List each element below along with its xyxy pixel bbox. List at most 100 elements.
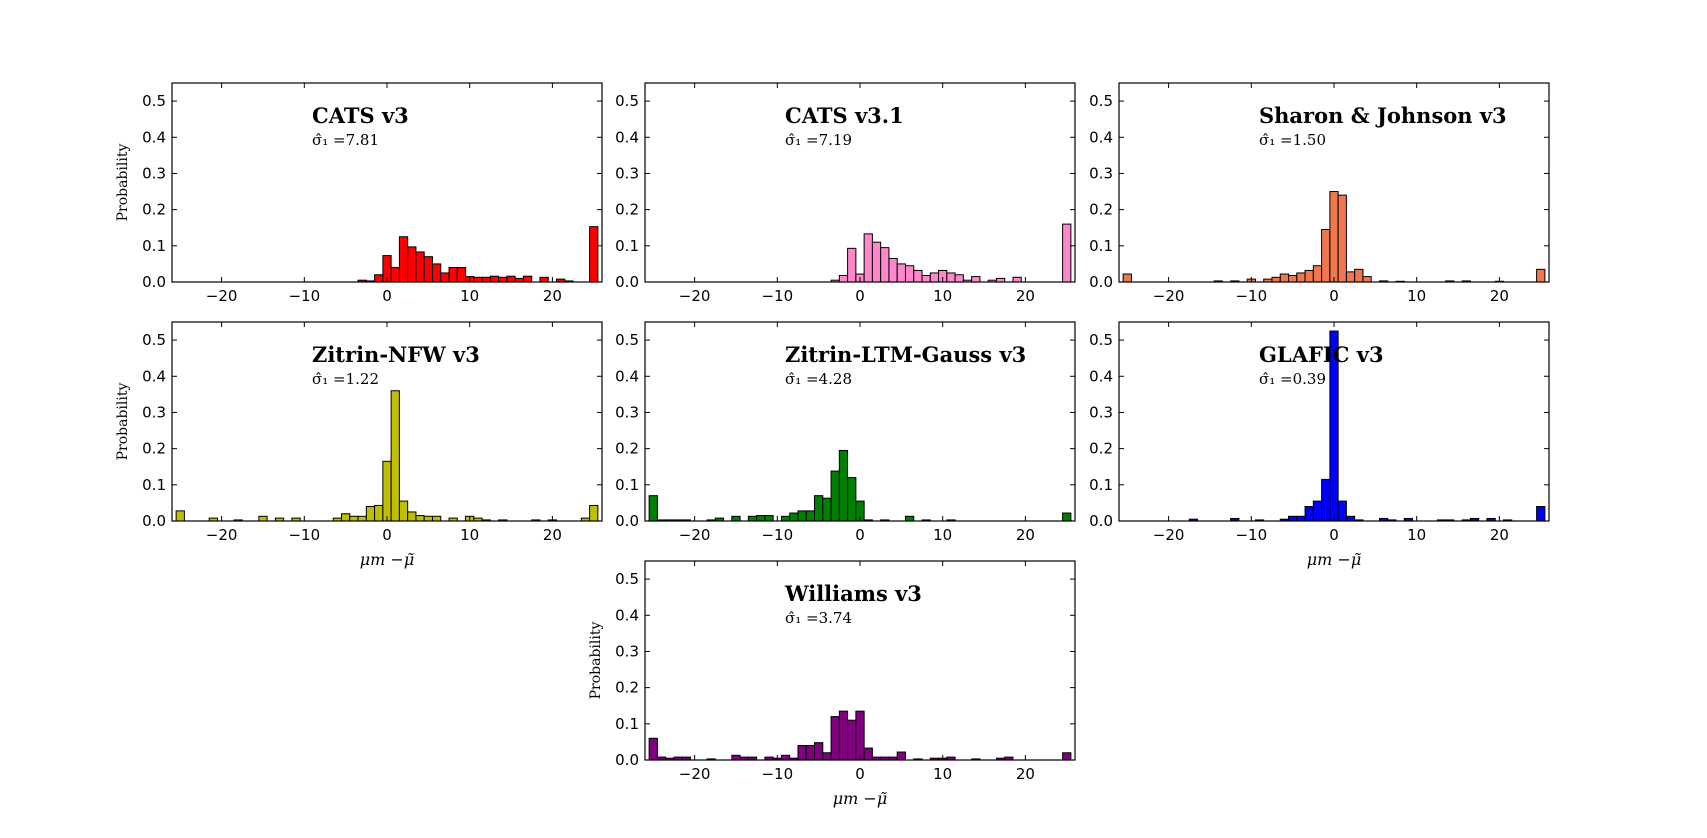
- sigma-annotation: σ̂₁ =1.50: [1259, 131, 1326, 149]
- x-tick-label: −20: [679, 765, 711, 783]
- histogram-bar: [847, 719, 857, 761]
- y-tick-label: 0.0: [142, 512, 166, 530]
- x-tick-label: −10: [288, 526, 320, 544]
- histogram-bar: [407, 246, 417, 283]
- histogram-bar: [863, 747, 873, 761]
- histogram-bar: [838, 274, 849, 283]
- histogram-bar: [341, 513, 351, 522]
- y-tick-label: 0.1: [1089, 237, 1113, 255]
- histogram-bar: [954, 274, 964, 283]
- histogram-bar: [431, 515, 442, 522]
- histogram-bar: [1321, 478, 1331, 522]
- histogram-bar: [506, 275, 516, 283]
- x-tick-label: 10: [1407, 287, 1426, 305]
- histogram-bar: [175, 510, 185, 522]
- panel-title: Zitrin-LTM-Gauss v3: [785, 342, 1026, 367]
- histogram-bar: [390, 267, 400, 283]
- y-tick-label: 0.5: [615, 331, 639, 349]
- y-tick-label: 0.3: [1089, 403, 1113, 421]
- histogram-bar: [1337, 500, 1347, 522]
- histogram-bar: [374, 504, 384, 522]
- sigma-annotation: σ̂₁ =4.28: [785, 370, 852, 388]
- histogram-bar: [415, 515, 425, 522]
- histogram-bar: [1304, 269, 1314, 283]
- histogram-bar: [390, 390, 400, 522]
- histogram-bar: [830, 470, 840, 522]
- histogram-bar: [473, 276, 483, 283]
- y-tick-label: 0.4: [615, 606, 639, 624]
- histogram-bar: [258, 515, 268, 522]
- y-tick-label: 0.0: [615, 751, 639, 769]
- x-tick-label: −20: [679, 287, 711, 305]
- chart-panel-5: −20 −10 0 10 20 0.0 0.1 0.2 0.3 0.4 0.5 Zitrin-LTM-…: [615, 321, 1076, 544]
- histogram-bar: [830, 716, 840, 761]
- histogram-bar: [1312, 265, 1323, 283]
- chart-panel-4: −20 −10 0 10 20 0.0 0.1 0.2 0.3 0.4 0.5 Zitrin-NFW …: [115, 321, 603, 569]
- y-axis-label: Probability: [588, 622, 604, 700]
- panel-title: CATS v3.1: [785, 103, 904, 128]
- histogram-bar: [1536, 506, 1546, 522]
- histogram-bar: [921, 274, 931, 283]
- histogram-bar: [398, 236, 409, 283]
- histogram-bar: [382, 460, 392, 522]
- x-tick-label: 0: [1329, 526, 1339, 544]
- sigma-annotation: σ̂₁ =7.19: [785, 131, 852, 149]
- chart-panel-1: −20 −10 0 10 20 0.0 0.1 0.2 0.3 0.4 0.5 CATS v3 σ̂₁ …: [115, 82, 603, 305]
- x-tick-label: −10: [761, 526, 793, 544]
- x-tick-label: 20: [1016, 765, 1035, 783]
- histogram-bar: [789, 512, 799, 522]
- histogram-bar: [871, 241, 882, 283]
- histogram-bar: [498, 276, 508, 283]
- histogram-bar: [764, 515, 774, 522]
- panel-title: CATS v3: [312, 103, 409, 128]
- y-tick-label: 0.2: [615, 440, 639, 458]
- histogram-bar: [971, 276, 981, 283]
- x-tick-label: 0: [1329, 287, 1339, 305]
- histogram-bar: [415, 251, 425, 283]
- x-tick-label: 20: [543, 526, 562, 544]
- histogram-bar: [780, 754, 791, 761]
- histogram-bar: [489, 275, 500, 283]
- histogram-bar: [913, 269, 923, 283]
- histogram-bar: [1362, 276, 1372, 283]
- histogram-bar: [1321, 229, 1331, 283]
- sigma-annotation: σ̂₁ =3.74: [785, 609, 852, 627]
- y-tick-label: 0.0: [1089, 273, 1113, 291]
- y-axis-label: Probability: [115, 144, 131, 222]
- x-tick-label: −10: [761, 765, 793, 783]
- panel-title: Sharon & Johnson v3: [1259, 103, 1507, 128]
- x-tick-label: −10: [288, 287, 320, 305]
- y-tick-label: 0.1: [615, 715, 639, 733]
- histogram-bar: [589, 504, 599, 522]
- histogram-bar: [1312, 500, 1323, 522]
- histogram-bar: [1296, 272, 1306, 283]
- histogram-bar: [398, 500, 409, 522]
- x-tick-label: 10: [933, 287, 952, 305]
- y-tick-label: 0.4: [1089, 367, 1113, 385]
- histogram-bar: [797, 745, 807, 761]
- y-tick-label: 0.0: [615, 273, 639, 291]
- y-tick-label: 0.0: [615, 512, 639, 530]
- histogram-bar: [863, 233, 873, 283]
- x-tick-label: −20: [1153, 526, 1185, 544]
- histogram-bar: [365, 506, 376, 522]
- histogram-bar: [456, 267, 467, 283]
- histogram-bar: [814, 495, 824, 522]
- chart-panel-3: −20 −10 0 10 20 0.0 0.1 0.2 0.3 0.4 0.5 Sharon & Jo…: [1089, 82, 1550, 305]
- histogram-bar: [1288, 274, 1298, 283]
- x-tick-label: −20: [206, 287, 238, 305]
- y-tick-label: 0.1: [1089, 476, 1113, 494]
- sigma-annotation: σ̂₁ =0.39: [1259, 370, 1326, 388]
- sigma-annotation: σ̂₁ =7.81: [312, 131, 379, 149]
- x-tick-label: 0: [855, 765, 865, 783]
- y-tick-label: 0.1: [142, 237, 166, 255]
- histogram-bar: [756, 515, 766, 522]
- x-tick-label: −20: [679, 526, 711, 544]
- histogram-bar: [805, 745, 816, 761]
- chart-panel-6: −20 −10 0 10 20 0.0 0.1 0.2 0.3 0.4 0.5 GLAFIC v3 σ̂…: [1089, 321, 1550, 569]
- histogram-bar: [1279, 273, 1290, 283]
- y-tick-label: 0.4: [1089, 128, 1113, 146]
- histogram-bar: [1345, 515, 1356, 522]
